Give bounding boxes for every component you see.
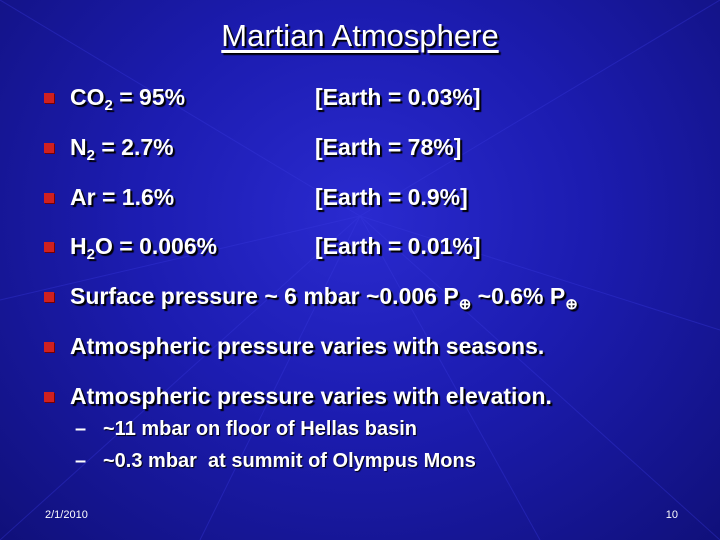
text-run: Atmospheric pressure varies with seasons… xyxy=(70,333,545,359)
bullet-text: Ar = 1.6% xyxy=(70,183,174,211)
earth-value: [Earth = 0.03%] xyxy=(315,84,481,110)
subscript: ⊕ xyxy=(565,296,578,313)
subscript: 2 xyxy=(104,97,113,114)
bullet-text: Surface pressure ~ 6 mbar ~0.006 P⊕ ~0.6… xyxy=(70,282,578,319)
sub-bullet-dash: – xyxy=(75,418,87,440)
page-number: 10 xyxy=(665,509,678,521)
bullet-text: N2 = 2.7% xyxy=(70,133,174,170)
bullet-text: H2O = 0.006% xyxy=(70,232,217,269)
text-run: O = 0.006% xyxy=(94,233,218,259)
text-run: ~0.6% P xyxy=(471,283,566,309)
sub-bullet-text: ~0.3 mbar at summit of Olympus Mons xyxy=(103,450,476,472)
bullet-marker xyxy=(44,93,54,103)
bullet-marker xyxy=(44,292,54,302)
bullet-text: Atmospheric pressure varies with seasons… xyxy=(70,332,544,360)
sub-bullet-text: ~11 mbar on floor of Hellas basin xyxy=(103,418,417,440)
text-run: Ar = 1.6% xyxy=(70,184,175,210)
text-run: = 2.7% xyxy=(94,134,174,160)
bullet-text: CO2 = 95% xyxy=(70,83,185,120)
bullet-marker xyxy=(44,143,54,153)
sub-bullet-dash: – xyxy=(75,450,87,472)
bullet-marker xyxy=(44,193,54,203)
bullet-marker xyxy=(44,392,54,402)
earth-value: [Earth = 78%] xyxy=(315,134,462,160)
text-run: CO xyxy=(70,84,105,110)
bullet-text: Atmospheric pressure varies with elevati… xyxy=(70,382,552,410)
text-run: N xyxy=(70,134,87,160)
text-run: H xyxy=(70,233,87,259)
subscript: 2 xyxy=(86,246,95,263)
earth-value: [Earth = 0.9%] xyxy=(315,184,468,210)
subscript: 2 xyxy=(86,147,95,164)
slide-title: Martian Atmosphere xyxy=(221,18,499,53)
subscript: ⊕ xyxy=(458,296,472,313)
text-run: Surface pressure ~ 6 mbar ~0.006 P xyxy=(70,283,459,309)
footer-date: 2/1/2010 xyxy=(45,509,88,521)
text-run: = 95% xyxy=(112,84,186,110)
text-run: Atmospheric pressure varies with elevati… xyxy=(70,383,552,409)
bullet-marker xyxy=(44,342,54,352)
bullet-marker xyxy=(44,242,54,252)
earth-value: [Earth = 0.01%] xyxy=(315,233,481,259)
